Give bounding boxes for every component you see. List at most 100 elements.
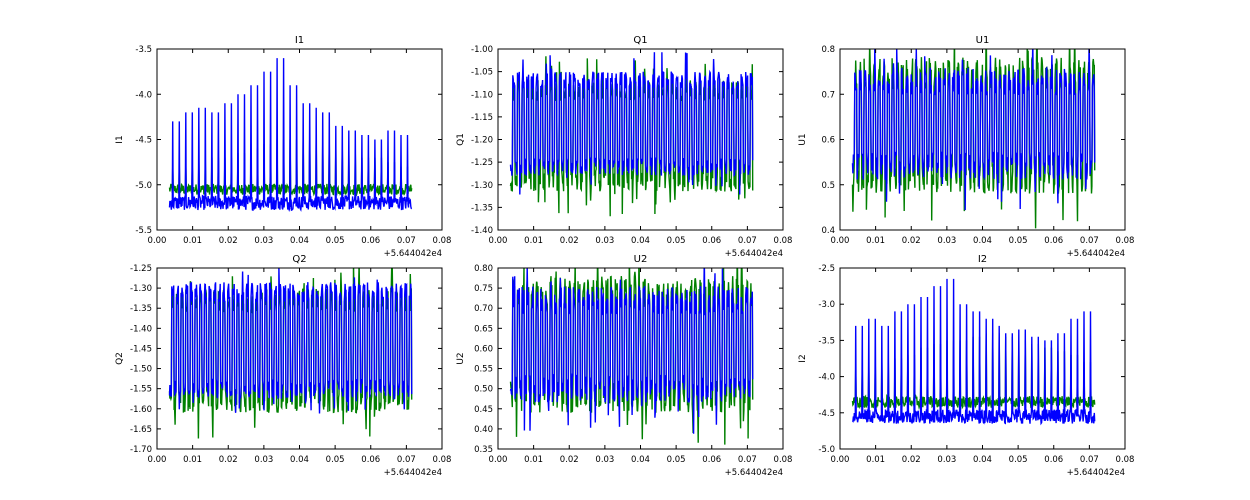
subplot-title: Q1 [633, 35, 647, 46]
x-tick-label: 0.05 [326, 455, 345, 465]
subplot-title: Q2 [292, 254, 306, 265]
y-tick-label: -1.20 [471, 136, 493, 146]
y-tick-label: 0.60 [474, 344, 493, 354]
y-tick-label: -1.05 [471, 68, 493, 78]
y-tick-label: 0.75 [474, 284, 493, 294]
x-tick-label: 0.08 [433, 236, 452, 246]
x-tick-label: 0.07 [397, 455, 416, 465]
y-tick-label: 0.40 [474, 425, 493, 435]
x-tick-label: 0.00 [489, 236, 508, 246]
x-tick-label: 0.02 [560, 236, 579, 246]
y-axis-label: I1 [115, 135, 125, 143]
y-tick-label: -1.65 [130, 425, 152, 435]
x-tick-label: 0.01 [524, 455, 543, 465]
x-offset-label: +5.644042e4 [1067, 468, 1125, 478]
y-tick-label: -1.15 [471, 113, 493, 123]
series-line-1 [509, 56, 754, 217]
x-tick-label: 0.04 [631, 236, 650, 246]
x-tick-label: 0.06 [1044, 236, 1063, 246]
y-tick-label: -3.5 [818, 336, 835, 346]
subplot-title: U2 [634, 254, 648, 265]
y-tick-label: -1.40 [130, 324, 152, 334]
y-tick-label: -1.10 [471, 90, 493, 100]
x-tick-label: 0.03 [937, 236, 956, 246]
x-tick-label: 0.00 [831, 236, 850, 246]
series-line-2 [851, 49, 1096, 211]
y-axis-label: I2 [798, 354, 808, 362]
x-tick-label: 0.07 [1080, 236, 1099, 246]
y-tick-label: 0.55 [474, 365, 493, 375]
subplot-u1: 0.00 0.01 0.02 0.03 0.04 0.05 0.06 0.07 0.08 0.4 0… [798, 35, 1135, 259]
y-tick-label: -1.45 [130, 344, 152, 354]
y-axis-label: U1 [798, 133, 808, 145]
y-axis-label: Q1 [456, 133, 466, 146]
y-tick-label: -1.30 [130, 284, 152, 294]
y-tick-label: 0.80 [474, 264, 493, 274]
y-tick-label: -3.0 [818, 300, 835, 310]
x-tick-label: 0.00 [489, 455, 508, 465]
y-tick-label: -1.35 [471, 203, 493, 213]
subplot-title: I1 [295, 35, 304, 46]
y-tick-label: -4.5 [135, 136, 152, 146]
y-tick-label: -1.25 [471, 158, 493, 168]
x-tick-label: 0.03 [595, 455, 614, 465]
subplot-u2: 0.00 0.01 0.02 0.03 0.04 0.05 0.06 0.07 0.08 0.35… [456, 254, 792, 478]
y-tick-label: -5.5 [135, 226, 152, 236]
x-tick-label: 0.05 [667, 236, 686, 246]
x-offset-label: +5.644042e4 [725, 249, 783, 259]
x-tick-label: 0.05 [667, 455, 686, 465]
x-tick-label: 0.08 [774, 236, 793, 246]
y-tick-label: -1.50 [130, 365, 152, 375]
x-tick-label: 0.08 [433, 455, 452, 465]
series-line-2 [852, 278, 1096, 426]
x-tick-label: 0.03 [254, 236, 273, 246]
y-tick-label: 0.70 [474, 304, 493, 314]
y-tick-label: 0.45 [474, 405, 493, 415]
y-tick-label: -1.35 [130, 304, 152, 314]
x-tick-label: 0.03 [254, 455, 273, 465]
subplot-i2: 0.00 0.01 0.02 0.03 0.04 0.05 0.06 0.07 0.08 -5.0… [798, 254, 1134, 478]
x-tick-label: 0.04 [631, 455, 650, 465]
y-tick-label: -5.0 [818, 445, 835, 455]
y-tick-label: 0.8 [821, 45, 835, 55]
x-tick-label: 0.00 [831, 455, 850, 465]
series-line-2 [168, 268, 413, 414]
x-tick-label: 0.02 [560, 455, 579, 465]
x-tick-label: 0.08 [1116, 236, 1135, 246]
y-tick-label: -4.0 [135, 90, 152, 100]
series-line-2 [168, 58, 413, 213]
y-axis-label: Q2 [115, 352, 125, 365]
y-tick-label: -1.55 [130, 385, 152, 395]
x-offset-label: +5.644042e4 [384, 468, 442, 478]
y-tick-label: -4.5 [818, 409, 835, 419]
subplot-q2: 0.00 0.01 0.02 0.03 0.04 0.05 0.06 0.07 0.08 -1.7… [115, 254, 451, 478]
x-tick-label: 0.02 [219, 455, 238, 465]
x-tick-label: 0.03 [937, 455, 956, 465]
x-tick-label: 0.04 [973, 455, 992, 465]
y-axis-label: U2 [456, 352, 466, 364]
x-tick-label: 0.01 [866, 236, 885, 246]
subplot-i1: 0.00 0.01 0.02 0.03 0.04 0.05 0.06 0.07 0.08 -5.5… [115, 35, 451, 259]
y-tick-label: 0.65 [474, 324, 493, 334]
y-tick-label: -3.5 [135, 45, 152, 55]
x-tick-label: 0.00 [148, 236, 167, 246]
x-tick-label: 0.03 [595, 236, 614, 246]
x-tick-label: 0.06 [702, 236, 721, 246]
x-tick-label: 0.06 [361, 236, 380, 246]
x-tick-label: 0.04 [973, 236, 992, 246]
x-tick-label: 0.01 [183, 455, 202, 465]
y-tick-label: -5.0 [135, 181, 152, 191]
series-line-2 [509, 52, 754, 195]
x-tick-label: 0.02 [902, 236, 921, 246]
x-tick-label: 0.07 [1080, 455, 1099, 465]
series-line-1 [851, 49, 1096, 229]
x-tick-label: 0.07 [397, 236, 416, 246]
x-offset-label: +5.644042e4 [725, 468, 783, 478]
x-tick-label: 0.05 [1009, 455, 1028, 465]
y-tick-label: -1.40 [471, 226, 493, 236]
series-line-2 [509, 268, 754, 434]
subplot-title: U1 [976, 35, 990, 46]
y-tick-label: 0.4 [821, 226, 835, 236]
x-tick-label: 0.05 [1009, 236, 1028, 246]
